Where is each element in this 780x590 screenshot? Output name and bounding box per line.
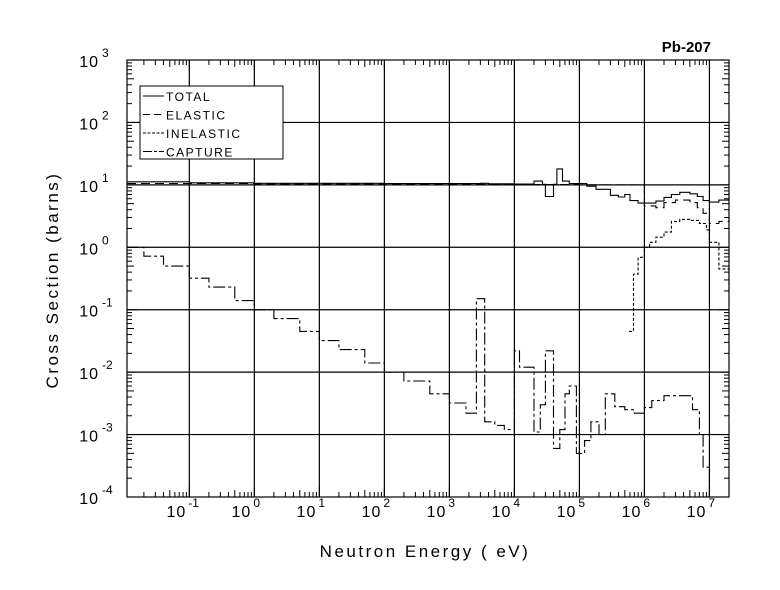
legend-label-capture: CAPTURE (166, 146, 234, 160)
x-tick-exponent: 6 (643, 496, 650, 510)
y-tick-exponent: -2 (102, 358, 113, 372)
y-tick-label: 10 (79, 179, 99, 196)
series-line-elastic (127, 182, 730, 225)
x-tick-label: 10 (427, 504, 447, 521)
chart-title: Pb-207 (662, 39, 711, 56)
legend: TOTAL ELASTIC INELASTIC CAPTURE (139, 85, 284, 160)
y-tick-label: 10 (79, 429, 99, 446)
y-tick-label: 10 (79, 241, 99, 258)
x-tick-exponent: 2 (383, 496, 390, 510)
y-tick-exponent: 0 (102, 233, 109, 247)
series-line-total (127, 168, 730, 204)
y-axis-label: Cross Section (barns) (43, 172, 62, 389)
y-tick-exponent: -4 (102, 483, 113, 497)
x-tick-exponent: 4 (513, 496, 520, 510)
x-tick-label: 10 (232, 504, 252, 521)
x-tick-label: 10 (167, 504, 187, 521)
series-line-capture (127, 246, 710, 497)
series-line-inelastic (629, 218, 730, 332)
x-tick-exponent: -1 (188, 496, 199, 510)
y-tick-label: 10 (79, 116, 99, 133)
y-tick-exponent: -3 (102, 421, 113, 435)
x-tick-label: 10 (687, 504, 707, 521)
y-tick-exponent: 3 (102, 46, 109, 60)
x-tick-label: 10 (297, 504, 317, 521)
x-tick-label: 10 (492, 504, 512, 521)
legend-label-total: TOTAL (166, 90, 211, 104)
x-tick-exponent: 0 (253, 496, 260, 510)
x-tick-exponent: 5 (578, 496, 585, 510)
y-tick-label: 10 (79, 491, 99, 508)
grid (127, 60, 729, 497)
legend-box (139, 85, 284, 160)
x-tick-label: 10 (557, 504, 577, 521)
y-tick-exponent: 2 (102, 108, 109, 122)
legend-label-inelastic: INELASTIC (166, 127, 242, 141)
x-tick-exponent: 3 (448, 496, 455, 510)
y-tick-exponent: -1 (102, 296, 113, 310)
x-tick-exponent: 1 (318, 496, 325, 510)
y-tick-label: 10 (79, 304, 99, 321)
x-tick-exponent: 7 (708, 496, 715, 510)
x-tick-label: 10 (362, 504, 382, 521)
plot-frame (126, 59, 730, 498)
x-tick-label: 10 (622, 504, 642, 521)
y-tick-label: 10 (79, 54, 99, 71)
y-tick-exponent: 1 (102, 171, 109, 185)
y-tick-label: 10 (79, 366, 99, 383)
legend-label-elastic: ELASTIC (166, 109, 227, 123)
x-axis-label: Neutron Energy ( eV) (320, 542, 531, 561)
series-layer (127, 168, 730, 497)
